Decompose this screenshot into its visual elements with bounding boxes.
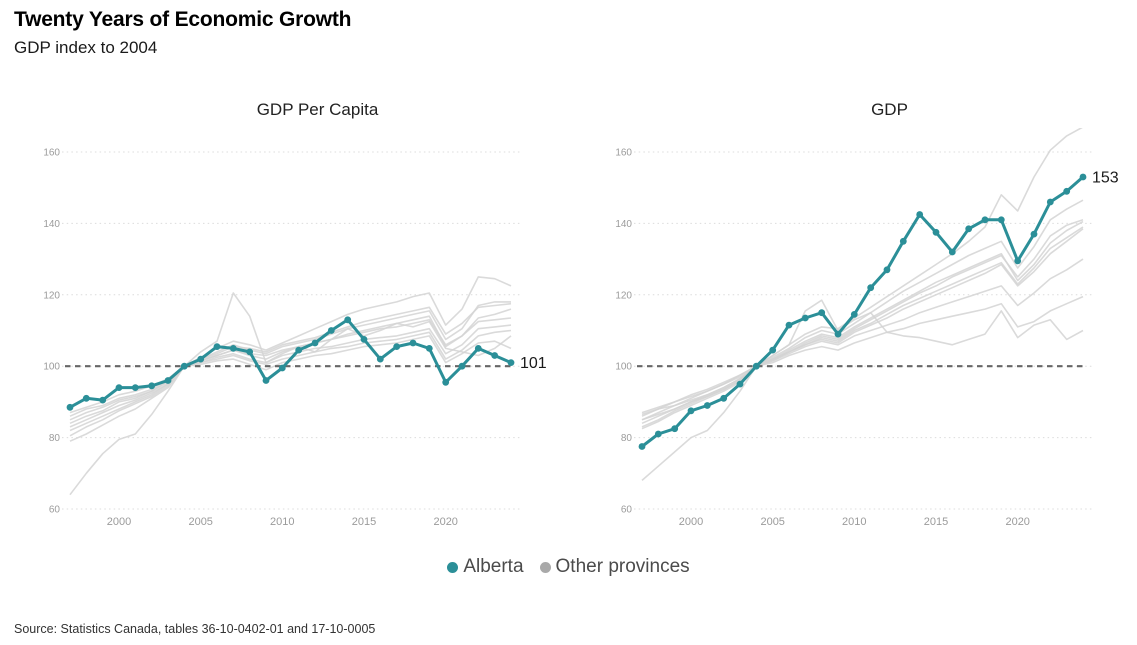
page-title: Twenty Years of Economic Growth	[14, 8, 352, 31]
source-note: Source: Statistics Canada, tables 36-10-…	[14, 622, 376, 636]
other-provinces-dot-icon	[539, 561, 551, 573]
charts-row: GDP Per Capita 60 80 100 120 140 160 2000 2005 2…	[30, 100, 1137, 532]
gdp-chart-title: GDP	[871, 100, 908, 119]
svg-text:2000: 2000	[107, 516, 131, 528]
svg-text:60: 60	[621, 505, 633, 516]
svg-text:2020: 2020	[433, 516, 457, 528]
svg-text:160: 160	[615, 148, 632, 159]
legend-item-alberta: Alberta	[447, 556, 524, 578]
svg-text:153: 153	[1092, 170, 1119, 187]
gdp-chart: 60 80 100 120 140 160 2000 2005 2010 2015 2020 153	[615, 128, 1119, 528]
svg-text:160: 160	[43, 148, 60, 159]
svg-text:2020: 2020	[1005, 516, 1029, 528]
legend-label-other-provinces: Other provinces	[555, 556, 690, 577]
svg-text:2010: 2010	[270, 516, 294, 528]
header: Twenty Years of Economic Growth GDP inde…	[14, 8, 351, 58]
legend-item-other-provinces: Other provinces	[539, 556, 690, 578]
svg-text:80: 80	[49, 433, 61, 444]
svg-text:60: 60	[49, 505, 61, 516]
legend-label-alberta: Alberta	[463, 556, 524, 577]
svg-text:100: 100	[615, 362, 632, 373]
page-subtitle: GDP index to 2004	[14, 38, 158, 57]
svg-text:2015: 2015	[352, 516, 376, 528]
alberta-dot-icon	[447, 561, 459, 573]
gdp-per-capita-chart-block: GDP Per Capita 60 80 100 120 140 160 2000 2005 2…	[30, 100, 565, 532]
svg-text:2005: 2005	[760, 516, 784, 528]
gdp-per-capita-chart: 60 80 100 120 140 160 2000 2005 2010 2015 2020 101	[43, 148, 547, 529]
svg-text:140: 140	[43, 219, 60, 230]
legend: Alberta Other provinces	[0, 556, 1137, 578]
svg-text:80: 80	[621, 433, 633, 444]
svg-text:140: 140	[615, 219, 632, 230]
svg-text:2010: 2010	[842, 516, 866, 528]
svg-text:120: 120	[43, 290, 60, 301]
svg-text:120: 120	[615, 290, 632, 301]
svg-text:101: 101	[520, 355, 547, 372]
gdp-per-capita-chart-title: GDP Per Capita	[256, 100, 379, 119]
svg-text:2000: 2000	[679, 516, 703, 528]
svg-text:100: 100	[43, 362, 60, 373]
gdp-chart-block: GDP 60 80 100 120 140 160 2000 2005 2010 2015 2020…	[602, 100, 1137, 532]
svg-text:2015: 2015	[924, 516, 948, 528]
svg-text:2005: 2005	[188, 516, 212, 528]
